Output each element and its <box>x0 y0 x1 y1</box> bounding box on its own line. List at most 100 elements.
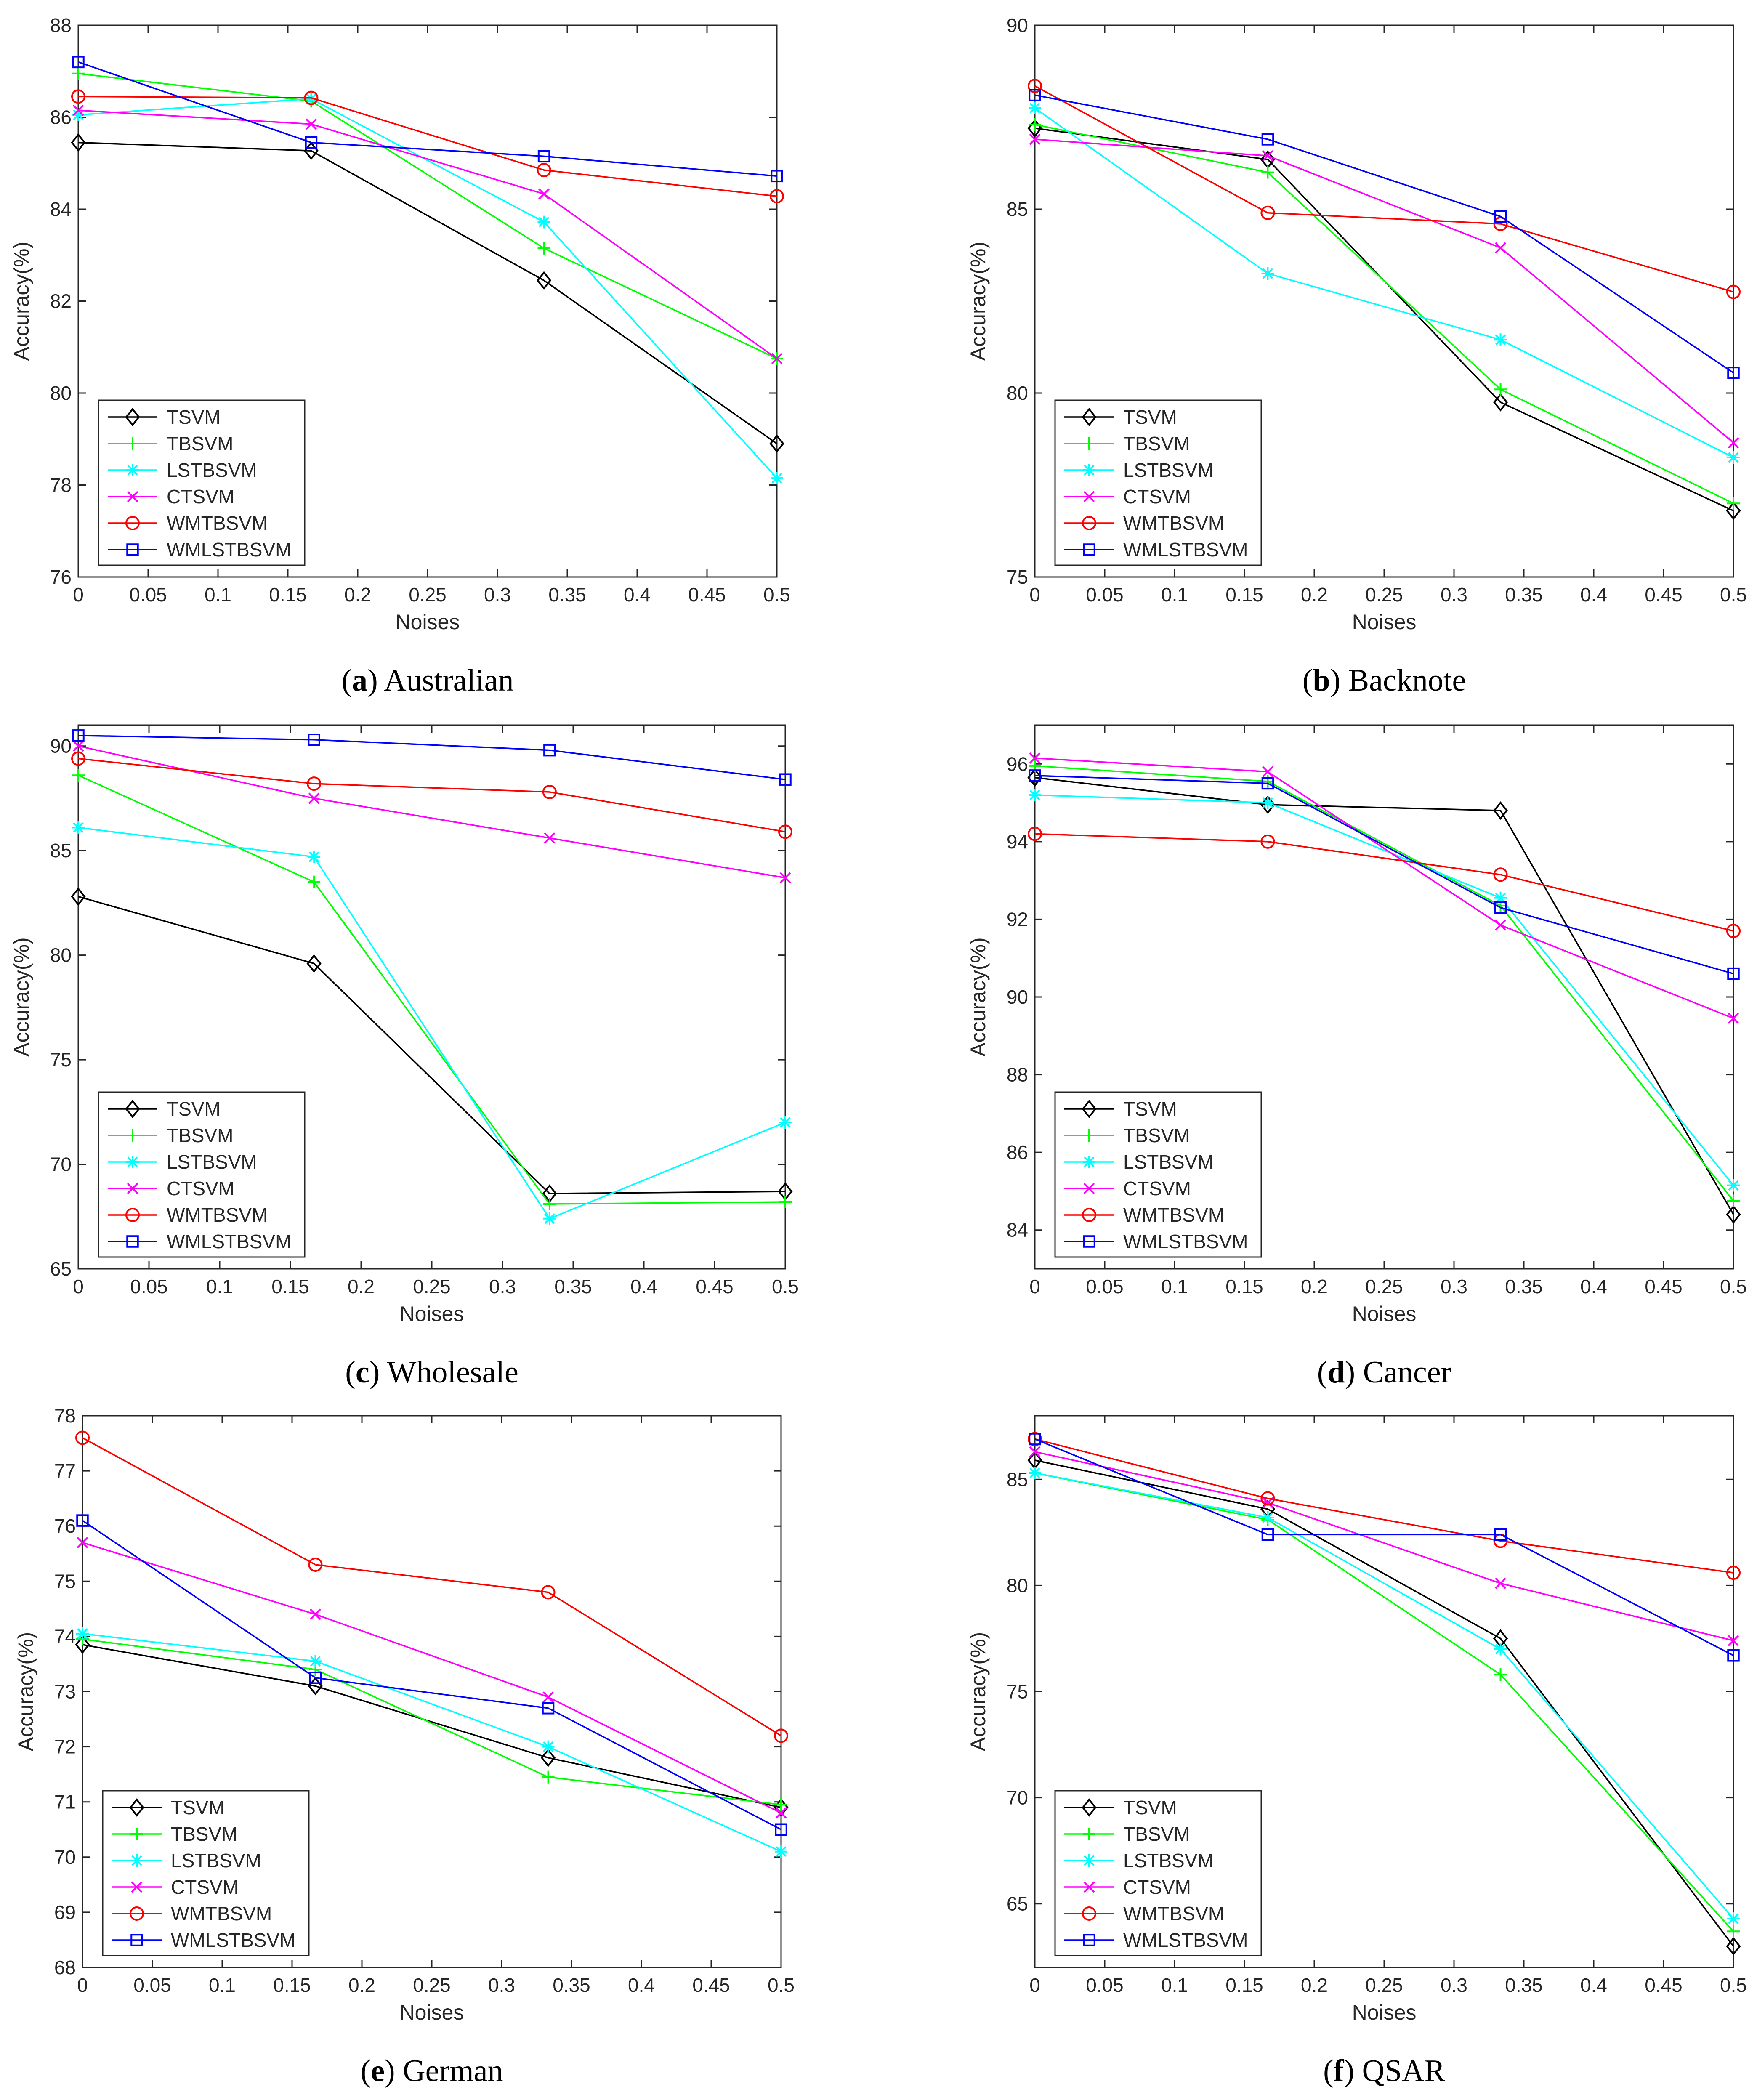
series-line <box>1034 794 1734 1186</box>
legend-label: WMTBSVM <box>167 512 268 534</box>
caption-paren: ( <box>1302 663 1313 698</box>
series-line <box>78 98 778 479</box>
y-tick-label: 75 <box>1007 566 1028 588</box>
legend-marker <box>1082 1208 1096 1222</box>
series-line <box>78 827 786 1220</box>
caption-letter: f <box>1334 2054 1345 2088</box>
data-point <box>1028 1432 1042 1446</box>
data-point <box>779 773 792 786</box>
legend-marker <box>126 1235 139 1248</box>
legend-marker <box>1083 1934 1095 1946</box>
y-tick-label: 85 <box>1007 198 1028 220</box>
y-tick-label: 88 <box>1007 1064 1028 1086</box>
legend-marker <box>1083 437 1095 450</box>
series-wmlstbsvm <box>1029 769 1740 980</box>
data-point <box>779 1195 792 1208</box>
caption-paren: ) <box>1344 2054 1362 2088</box>
x-tick-label: 0.3 <box>484 584 511 606</box>
data-point <box>1027 768 1042 787</box>
x-tick-label: 0.35 <box>1505 1276 1543 1297</box>
y-tick-label: 90 <box>1007 14 1028 36</box>
data-point <box>771 472 783 485</box>
panel-caption: (f) QSAR <box>1323 2054 1446 2088</box>
caption-paren: ( <box>1323 2054 1334 2088</box>
series-line <box>1034 1438 1734 1656</box>
caption-name: German <box>403 2054 503 2088</box>
data-point <box>1262 766 1273 778</box>
data-point <box>1494 891 1507 904</box>
data-point <box>1493 216 1508 231</box>
series-line <box>82 1542 781 1814</box>
y-axis-label: Accuracy(%) <box>14 1632 37 1751</box>
legend: TSVM TBSVM LSTBSVM CTSVM WMTBSVM WMLSTBSVM <box>98 1091 306 1258</box>
legend-label: TSVM <box>171 1797 225 1818</box>
legend-marker <box>1082 1798 1097 1817</box>
y-tick-label: 74 <box>54 1625 76 1647</box>
series-line <box>1034 138 1734 444</box>
data-point <box>72 67 85 80</box>
x-tick-label: 0.15 <box>271 1276 309 1297</box>
y-tick-label: 65 <box>50 1258 72 1280</box>
series-tbsvm <box>1029 118 1740 510</box>
data-point <box>1493 801 1508 820</box>
legend-box <box>1054 399 1262 566</box>
data-point <box>71 751 85 766</box>
y-tick-label: 76 <box>54 1515 76 1537</box>
data-point <box>72 56 85 69</box>
series-line <box>78 141 778 444</box>
x-tick-label: 0.2 <box>1301 1276 1328 1297</box>
series-wmtbsvm <box>1028 827 1741 938</box>
data-point <box>1029 89 1041 101</box>
x-axis-label: Noises <box>1352 1302 1417 1326</box>
legend-marker <box>1083 1854 1095 1867</box>
data-point <box>309 1671 322 1684</box>
legend: TSVM TBSVM LSTBSVM CTSVM WMTBSVM WMLSTBSVM <box>1054 1091 1262 1258</box>
caption-letter: b <box>1313 663 1330 698</box>
caption-paren: ) <box>369 1355 387 1390</box>
data-point <box>542 785 557 800</box>
legend-marker <box>127 1183 138 1194</box>
caption-name: Backnote <box>1348 663 1466 698</box>
series-wmtbsvm <box>1028 79 1741 299</box>
legend-marker <box>130 1828 143 1840</box>
data-point <box>540 1748 556 1767</box>
legend-label: CTSVM <box>1123 1876 1191 1898</box>
legend-label: TBSVM <box>171 1823 237 1845</box>
legend-label: CTSVM <box>1123 486 1191 508</box>
legend-marker <box>126 1156 139 1168</box>
legend-label: TSVM <box>1123 1797 1177 1818</box>
legend-marker <box>1083 1235 1095 1248</box>
data-point <box>1727 451 1740 464</box>
x-tick-label: 0.45 <box>692 1974 730 1996</box>
x-tick-label: 0.35 <box>548 584 586 606</box>
legend-marker <box>1082 408 1097 426</box>
legend-label: LSTBSVM <box>1123 1151 1214 1173</box>
data-point <box>538 188 550 200</box>
caption-paren: ) <box>367 663 384 698</box>
data-point <box>72 104 84 116</box>
x-tick-label: 0.2 <box>1301 584 1328 606</box>
chart-panel-e: 0 0.05 0.1 0.15 0.2 0.25 0.3 0.35 0.4 0.45 0.5 68 69… <box>14 1405 795 2088</box>
x-tick-label: 0.5 <box>1720 584 1747 606</box>
y-tick-label: 86 <box>1007 1141 1028 1163</box>
y-tick-label: 90 <box>1007 986 1028 1008</box>
y-tick-label: 77 <box>54 1460 76 1482</box>
data-point <box>1494 383 1507 396</box>
x-tick-label: 0 <box>73 584 84 606</box>
data-point <box>1260 1491 1275 1506</box>
data-point <box>779 1116 792 1129</box>
legend: TSVM TBSVM LSTBSVM CTSVM WMTBSVM WMLSTBSVM <box>1054 399 1262 566</box>
data-point <box>1029 752 1041 764</box>
x-tick-label: 0.5 <box>1720 1276 1747 1297</box>
data-point <box>1494 901 1507 914</box>
caption-letter: d <box>1327 1355 1345 1390</box>
legend-marker <box>1083 1156 1095 1168</box>
legend-label: WMLSTBSVM <box>1123 1929 1248 1951</box>
series-wmtbsvm <box>71 751 792 839</box>
series-line <box>1034 775 1734 975</box>
x-tick-label: 0.3 <box>1441 1276 1467 1297</box>
data-point <box>71 89 85 104</box>
series-line <box>1034 1451 1734 1642</box>
caption-name: Wholesale <box>387 1355 518 1390</box>
legend-label: WMTBSVM <box>167 1204 268 1226</box>
